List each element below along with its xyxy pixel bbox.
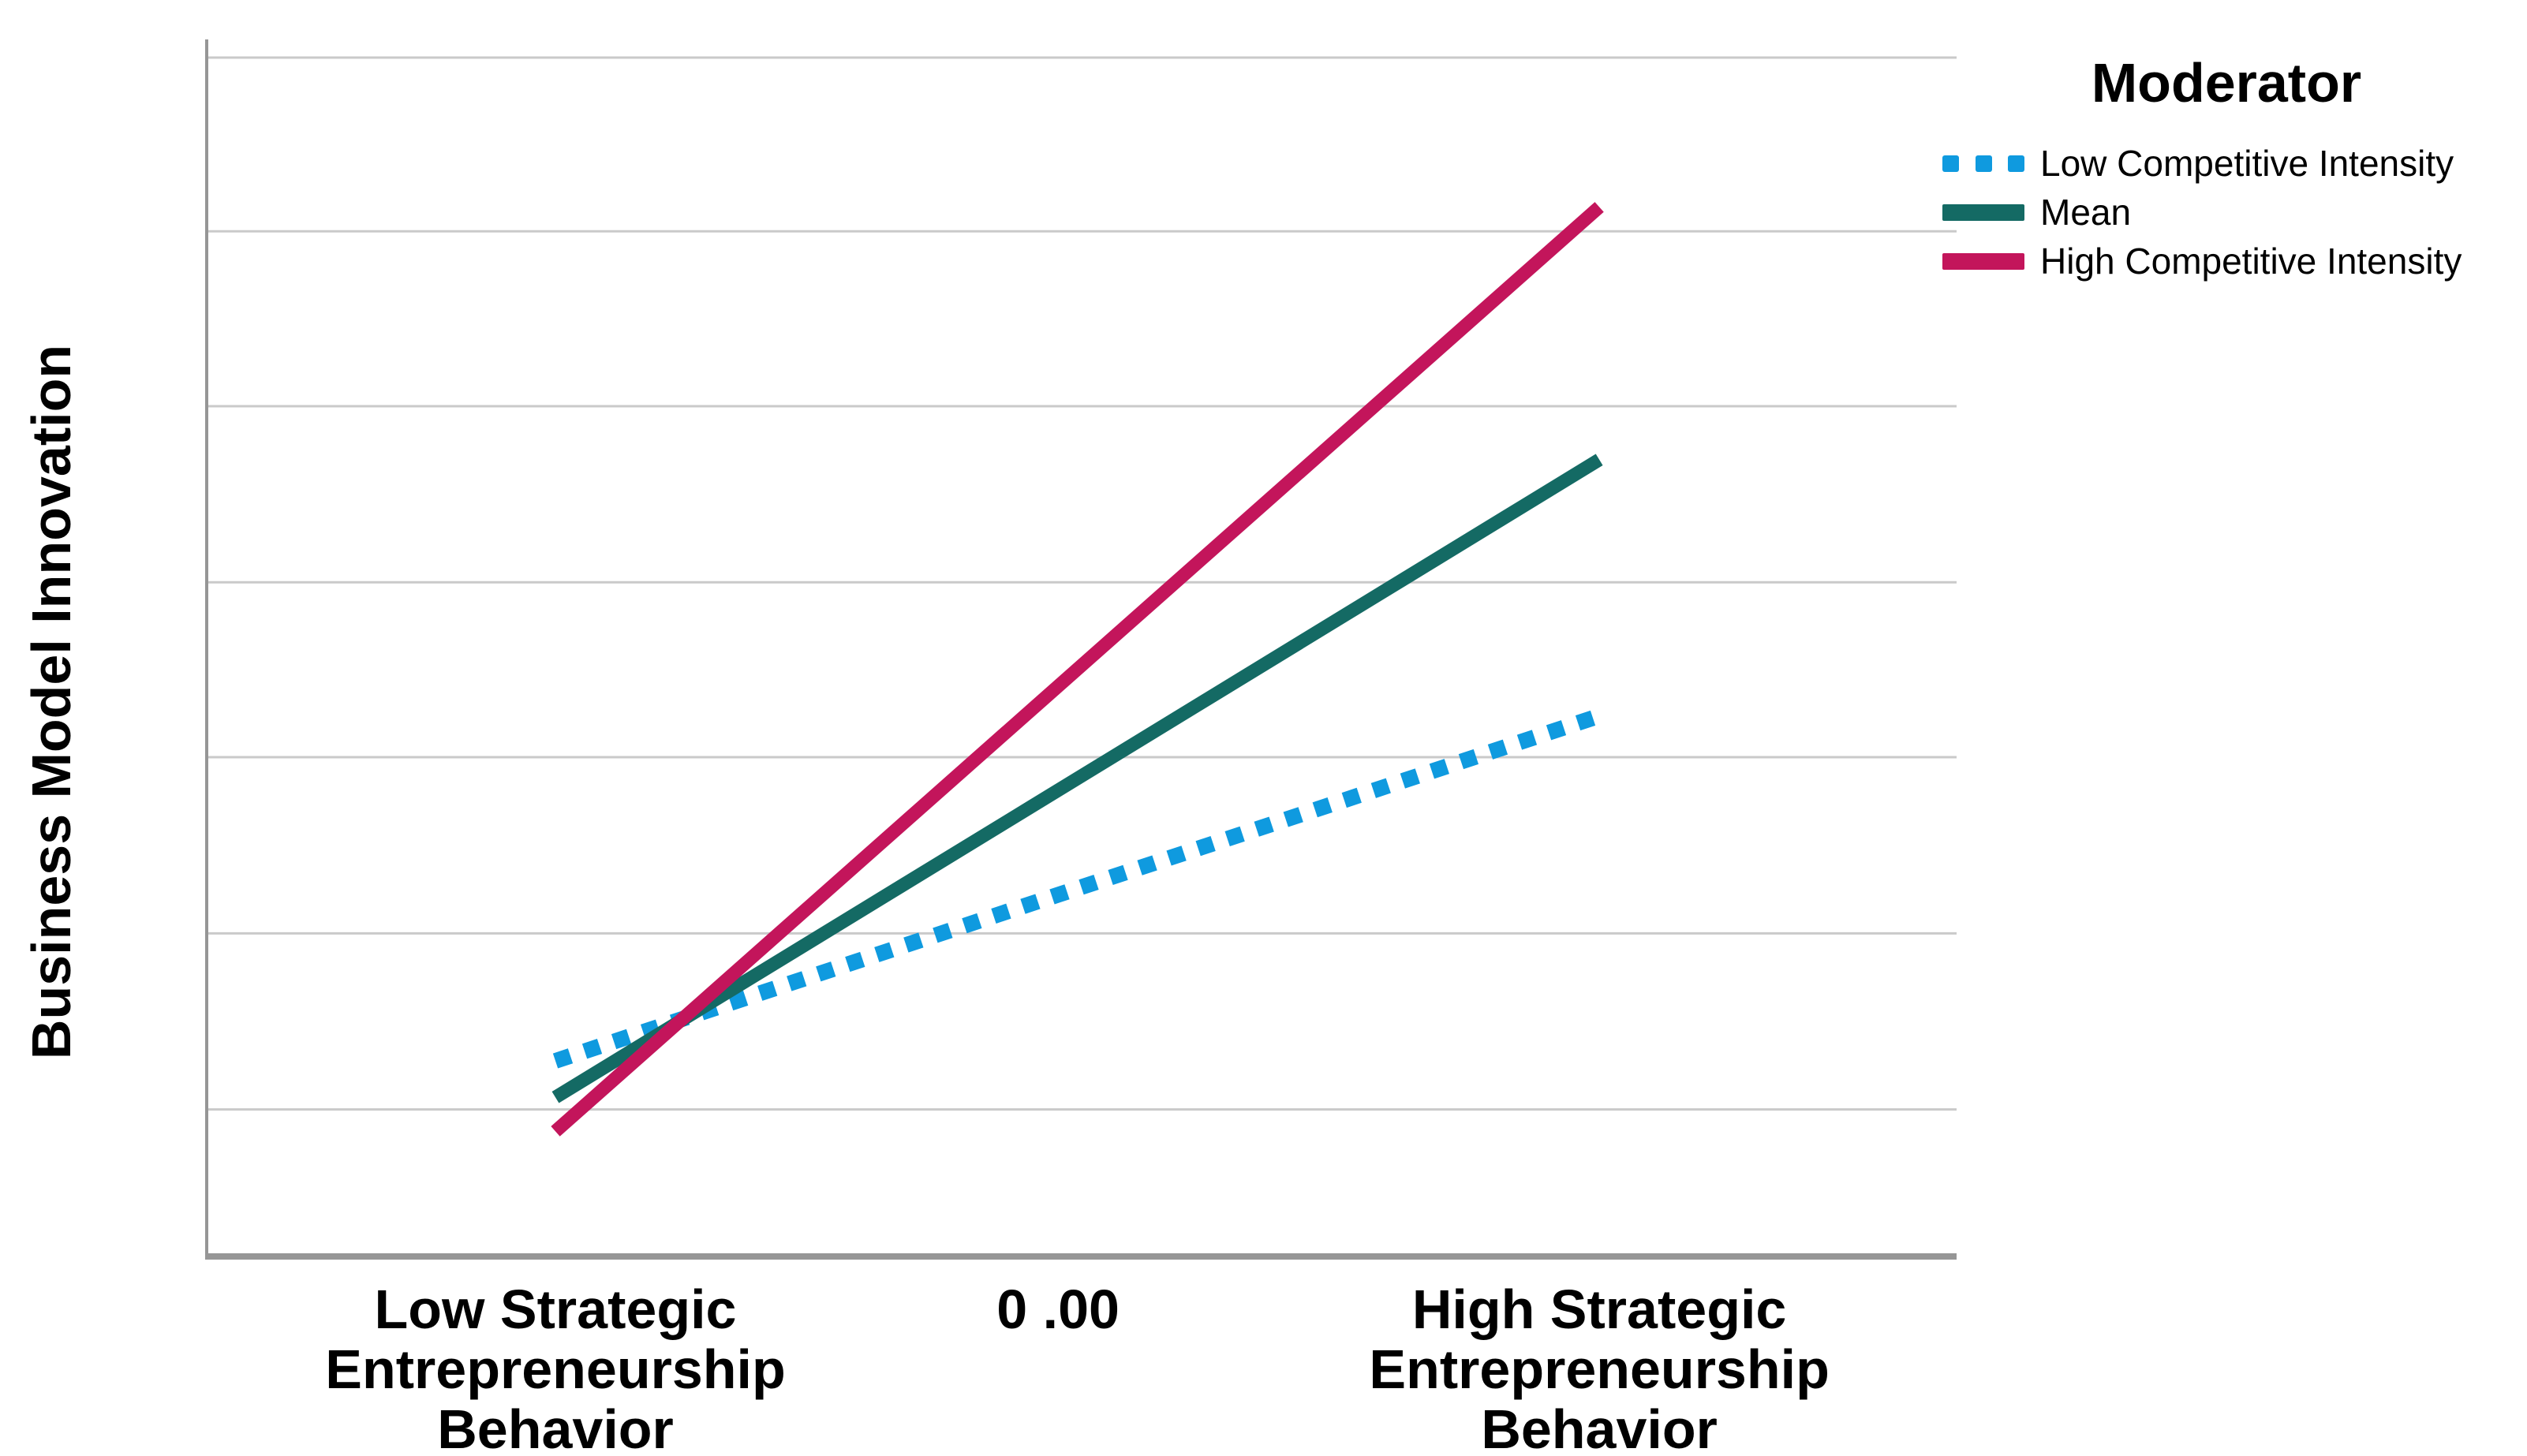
x-tick-label-low: Low Strategic Entrepreneurship Behavior [325, 1279, 786, 1456]
x-tick-label-zero: 0 .00 [996, 1279, 1120, 1340]
plot-svg [205, 39, 1957, 1260]
plot-area [205, 39, 1957, 1260]
legend-item-label: High Competitive Intensity [2040, 241, 2462, 282]
x-tick-label-high: High Strategic Entrepreneurship Behavior [1369, 1279, 1830, 1456]
y-axis-title: Business Model Innovation [21, 344, 82, 1060]
legend-item-label: Low Competitive Intensity [2040, 143, 2454, 184]
legend-item-low-competitive-intensity: Low Competitive Intensity [1942, 139, 2510, 188]
legend: Moderator Low Competitive Intensity Mean… [1942, 55, 2510, 286]
legend-item-label: Mean [2040, 192, 2132, 233]
legend-item-high-competitive-intensity: High Competitive Intensity [1942, 237, 2510, 286]
legend-item-mean: Mean [1942, 188, 2510, 237]
legend-swatch-dotted-line [1942, 155, 2031, 172]
legend-swatch-solid-line [1942, 252, 2031, 270]
legend-swatch-solid-line [1942, 203, 2031, 221]
legend-title: Moderator [2091, 52, 2362, 114]
